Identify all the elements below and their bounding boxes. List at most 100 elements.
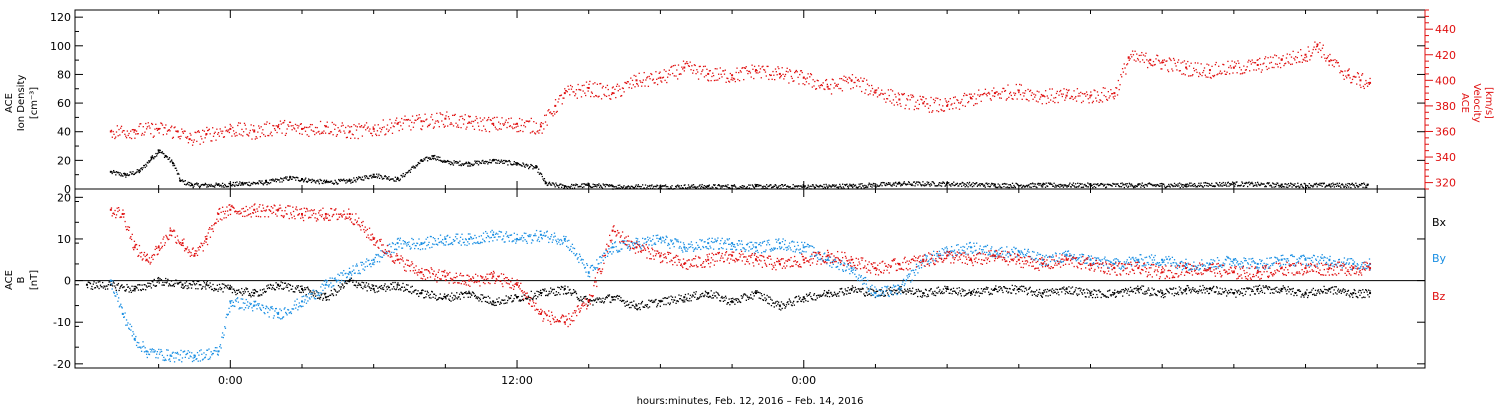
velocity-trace-dot — [361, 135, 364, 137]
ion-density-trace-dot — [396, 176, 399, 179]
velocity-trace-dot — [1096, 91, 1099, 93]
velocity-trace-dot — [1250, 63, 1252, 65]
ion-density-trace-dot — [1288, 185, 1290, 187]
ion-density-trace-dot — [1225, 184, 1227, 186]
ion-density-trace-dot — [673, 188, 675, 190]
bx-trace-dot — [607, 294, 609, 296]
ion-density-trace-dot — [1045, 182, 1047, 184]
velocity-trace-dot — [280, 123, 282, 125]
ion-density-trace-dot — [526, 165, 528, 167]
velocity-trace-dot — [1032, 98, 1034, 100]
ion-density-trace-dot — [626, 187, 628, 189]
bx-trace-dot — [760, 293, 763, 295]
ion-density-trace-dot — [124, 172, 126, 175]
bx-trace-dot — [338, 290, 340, 292]
bx-trace-dot — [746, 295, 748, 297]
ion-density-trace-dot — [239, 184, 242, 186]
bx-trace-dot — [977, 291, 980, 293]
ion-density-trace-dot — [322, 182, 324, 185]
velocity-trace-dot — [1269, 62, 1271, 64]
ion-density-trace-dot — [1019, 185, 1022, 187]
bx-trace-dot — [1039, 292, 1041, 294]
velocity-trace-dot — [1281, 58, 1283, 60]
bx-trace-dot — [1010, 292, 1013, 294]
bx-trace-dot — [802, 298, 804, 301]
velocity-trace-dot — [1150, 64, 1152, 66]
velocity-trace-dot — [925, 98, 927, 100]
bx-trace-dot — [428, 297, 431, 299]
ion-density-trace-dot — [117, 171, 119, 173]
ion-density-trace-dot — [1016, 183, 1018, 185]
velocity-trace-dot — [894, 93, 896, 96]
bx-trace-dot — [722, 297, 724, 299]
velocity-trace-dot — [331, 121, 333, 124]
bx-trace-dot — [109, 281, 111, 283]
bx-trace-dot — [258, 294, 260, 296]
bx-trace-dot — [403, 290, 405, 292]
bx-trace-dot — [712, 297, 715, 299]
bx-trace-dot — [476, 298, 479, 300]
velocity-trace-dot — [560, 94, 563, 96]
ion-density-trace-dot — [323, 179, 326, 181]
ion-density-trace-dot — [864, 184, 866, 187]
velocity-trace-dot — [866, 83, 869, 85]
velocity-trace-dot — [534, 132, 536, 134]
velocity-trace-dot — [675, 75, 677, 77]
bx-trace-dot — [94, 286, 97, 289]
ion-density-trace-dot — [242, 181, 244, 184]
bx-trace-dot — [714, 295, 716, 297]
ion-density-trace-dot — [1335, 183, 1337, 186]
bx-trace-dot — [233, 288, 235, 290]
velocity-trace-dot — [1236, 72, 1238, 74]
ion-density-trace-dot — [457, 162, 460, 164]
velocity-trace-dot — [1122, 71, 1125, 73]
bx-trace-dot — [821, 294, 823, 296]
velocity-trace-dot — [238, 133, 241, 135]
bx-trace-dot — [955, 292, 958, 294]
velocity-trace-dot — [521, 119, 523, 121]
velocity-trace-dot — [850, 88, 852, 90]
ion-density-trace-dot — [922, 181, 924, 183]
velocity-trace-dot — [1140, 54, 1142, 57]
bx-trace-dot — [251, 294, 254, 297]
bx-trace-dot — [613, 295, 616, 298]
velocity-trace-dot — [873, 91, 875, 93]
ion-density-trace-dot — [1103, 184, 1105, 187]
ion-density-trace-dot — [374, 176, 376, 178]
bx-trace-dot — [690, 300, 692, 302]
velocity-trace-dot — [966, 94, 968, 96]
velocity-trace-dot — [401, 128, 404, 130]
bx-trace-dot — [577, 298, 579, 300]
bx-trace-dot — [289, 283, 291, 286]
bx-trace-dot — [560, 285, 563, 288]
velocity-trace-dot — [519, 129, 522, 132]
velocity-trace-dot — [1180, 62, 1182, 64]
velocity-trace-dot — [176, 130, 179, 132]
ion-density-trace-dot — [355, 176, 358, 179]
ion-density-trace-dot — [1277, 184, 1280, 186]
bx-trace-dot — [204, 286, 206, 288]
velocity-trace-dot — [549, 112, 551, 114]
ion-density-trace-dot — [312, 180, 314, 182]
bx-trace-dot — [231, 286, 233, 288]
ion-density-trace-dot — [285, 176, 287, 178]
ion-density-trace-dot — [1327, 185, 1329, 187]
velocity-trace-dot — [1112, 96, 1115, 98]
velocity-trace-dot — [541, 132, 543, 134]
velocity-trace-dot — [1022, 92, 1024, 94]
velocity-trace-dot — [338, 130, 340, 132]
ion-density-trace-dot — [114, 171, 116, 174]
ion-density-trace-dot — [164, 154, 166, 157]
bx-trace-dot — [962, 290, 964, 293]
bx-trace-dot — [102, 287, 105, 289]
velocity-trace-dot — [291, 129, 293, 131]
ion-density-trace-dot — [174, 167, 176, 169]
velocity-trace-dot — [258, 127, 261, 129]
velocity-trace-dot — [1152, 65, 1154, 67]
velocity-trace-dot — [441, 120, 443, 122]
bx-trace-dot — [805, 293, 808, 295]
bx-trace-dot — [893, 289, 895, 291]
ion-density-trace-dot — [911, 183, 913, 185]
ion-density-trace-dot — [246, 182, 248, 184]
ion-density-trace-dot — [888, 183, 890, 186]
